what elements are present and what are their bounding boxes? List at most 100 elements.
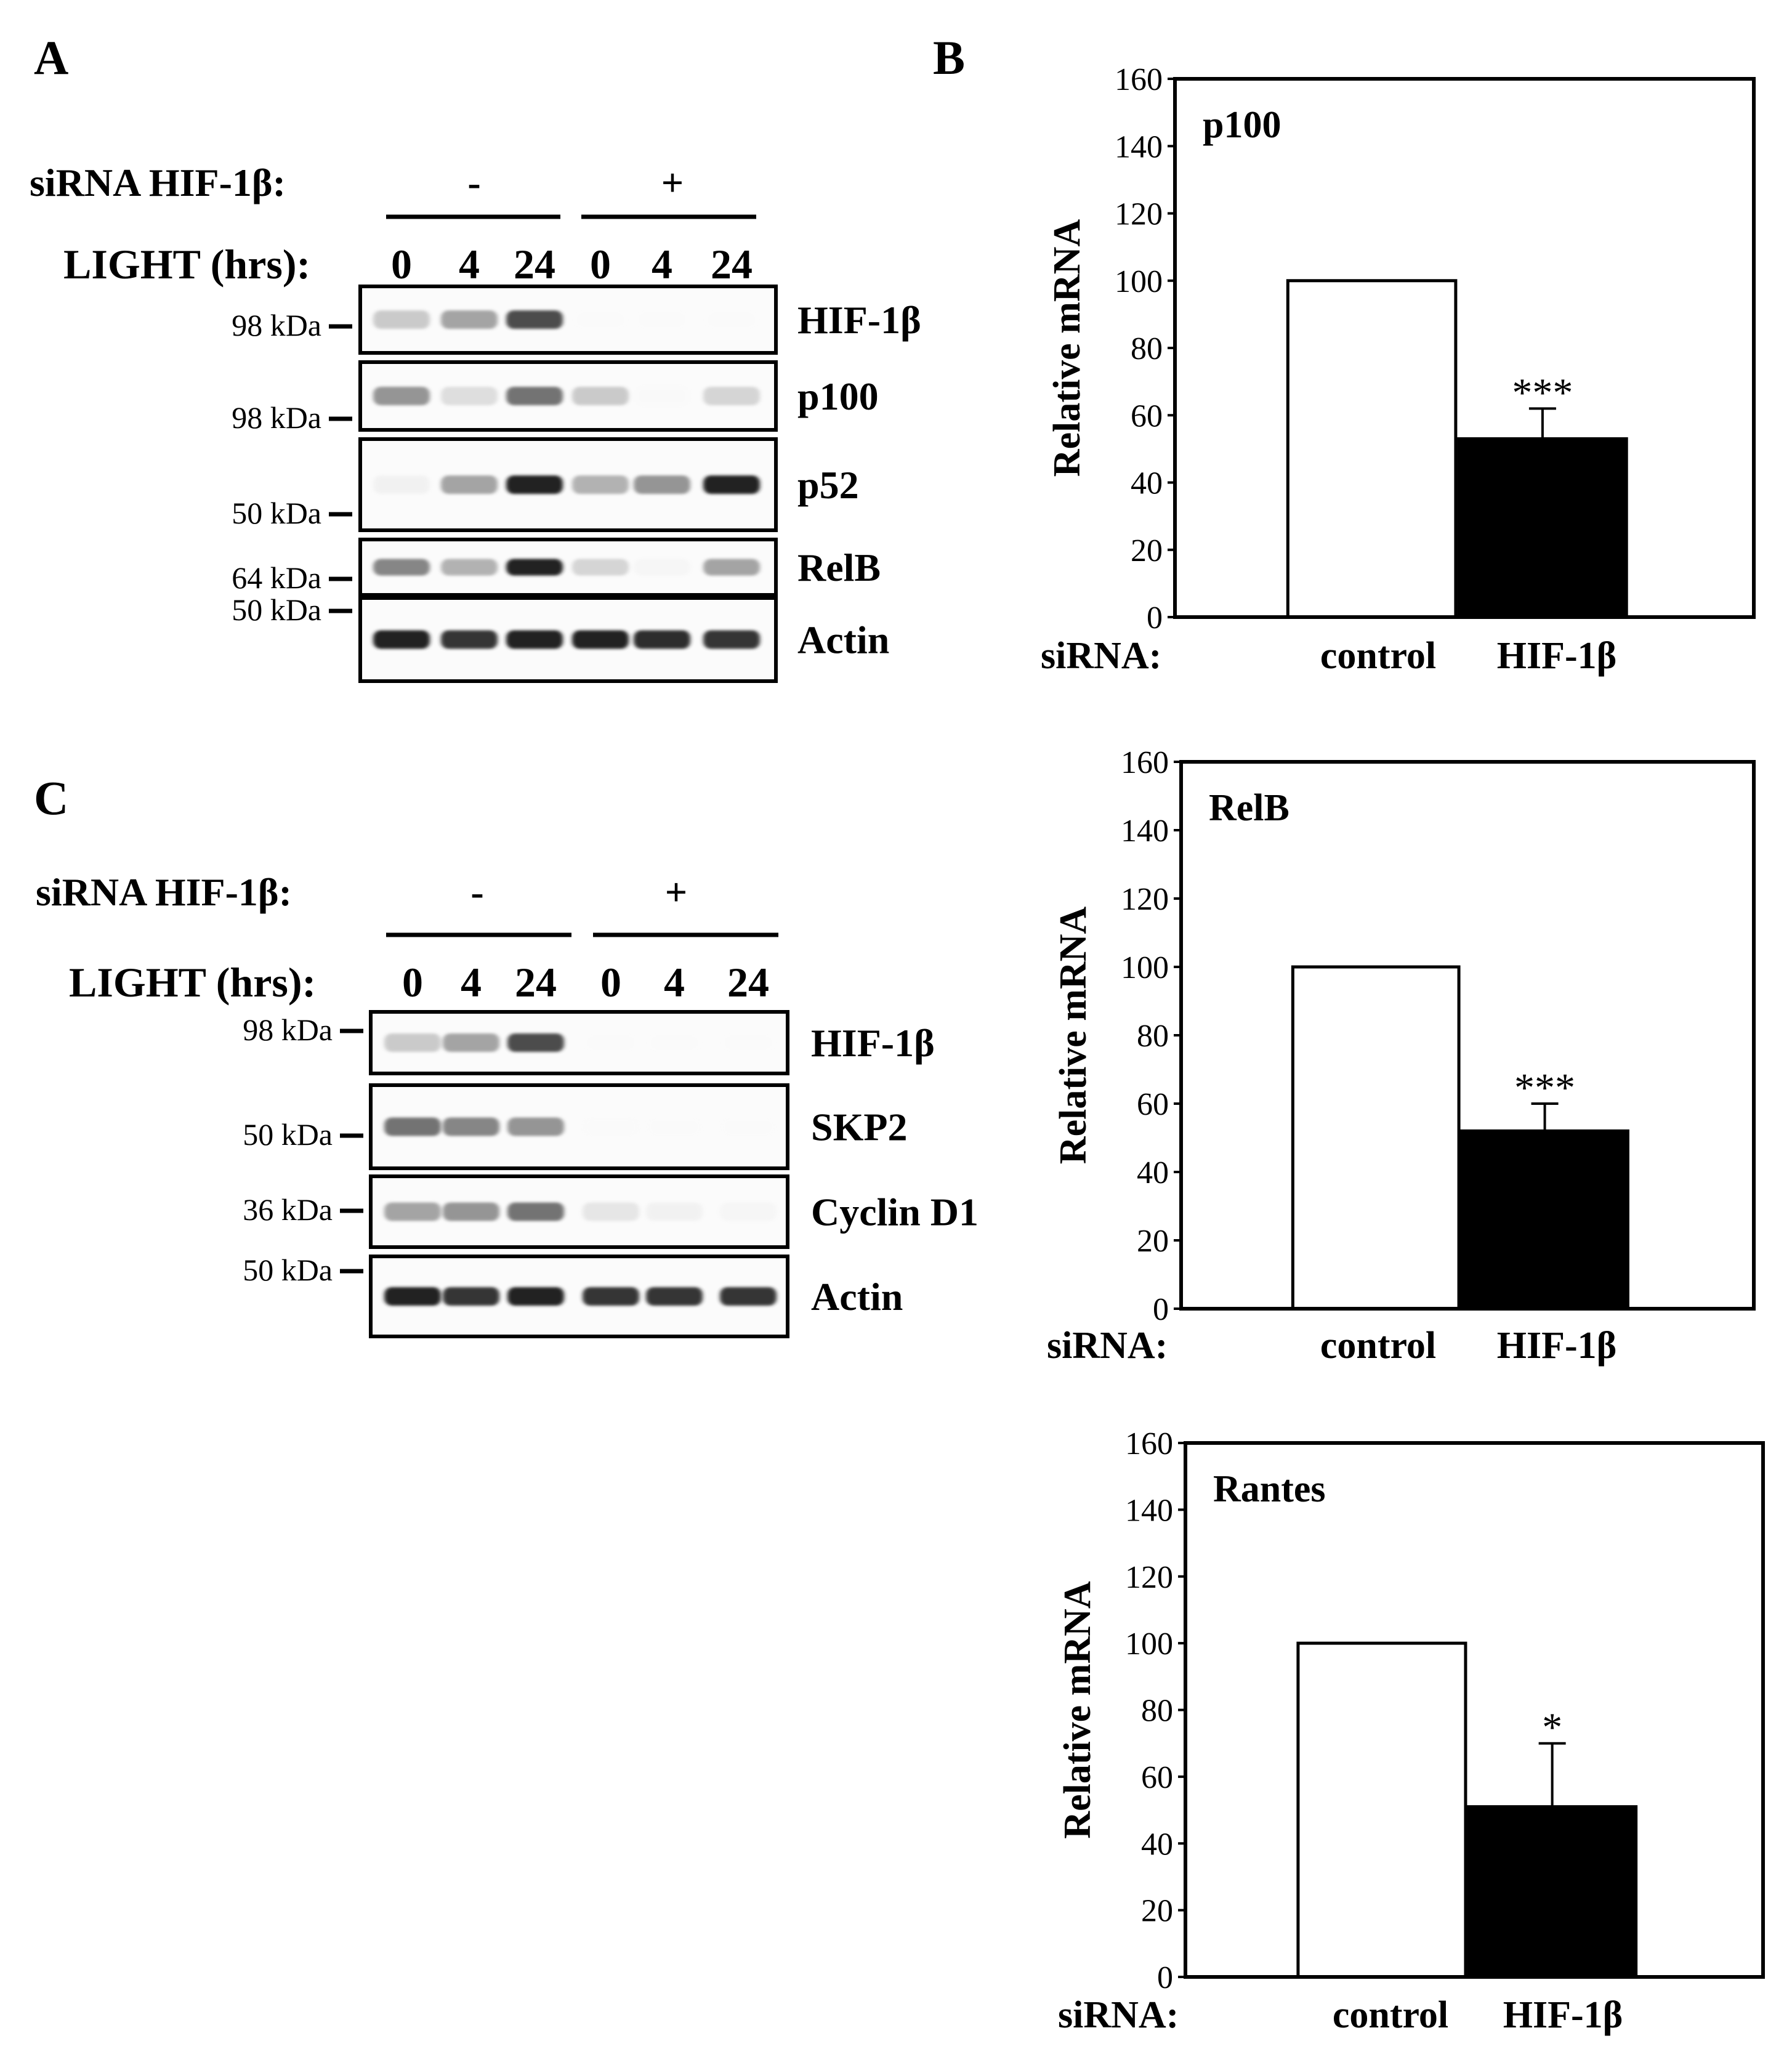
bar: [1457, 437, 1628, 619]
blot-band: [720, 1117, 777, 1136]
bar-chart: 0 20 40 60 80 100 120 140 160 Relative mRNA *** Rel…: [1047, 745, 1756, 1367]
mw-marker-label: 64 kDa: [232, 560, 321, 595]
blot-band: [634, 310, 690, 329]
bar-chart: 0 20 40 60 80 100 120 140 160 Relative mRNA *** p10…: [1041, 62, 1756, 677]
blot-row: p52 50 kDa: [232, 437, 859, 532]
timepoint-label: 4: [652, 241, 672, 288]
blot-band: [507, 1202, 564, 1221]
blot-band: [441, 475, 498, 494]
x-axis-prefix-label: siRNA:: [1058, 1994, 1179, 2036]
blot-band: [583, 1287, 639, 1306]
timepoint-label: 24: [711, 241, 753, 288]
blot-band: [384, 1287, 441, 1306]
blot-row: Cyclin D1 36 kDa: [243, 1174, 979, 1249]
y-tick-label: 20: [1131, 533, 1163, 568]
y-tick-label: 0: [1153, 1292, 1169, 1327]
blot-protein-label: Actin: [811, 1275, 903, 1319]
panel-b: B 0 20 40 60 80 100 120 140 160 Relative mRNA *** p…: [933, 31, 1765, 2036]
mw-marker-label: 98 kDa: [232, 308, 321, 342]
timepoint-row-a: 0 4 24 0 4 24: [391, 241, 753, 288]
category-label: control: [1320, 635, 1436, 677]
bar: [1467, 1805, 1638, 1979]
bar: [1296, 1641, 1467, 1979]
significance-marker: ***: [1514, 1065, 1575, 1110]
blot-band: [634, 387, 690, 405]
blot-row: Actin 50 kDa: [243, 1253, 903, 1338]
y-tick-label: 120: [1115, 197, 1163, 232]
panel-letter-b: B: [933, 31, 965, 84]
blot-band: [646, 1033, 703, 1052]
plot-frame: [1184, 1441, 1765, 1979]
blot-band: [443, 1033, 499, 1052]
mw-marker-label: 50 kDa: [232, 592, 321, 627]
y-tick-label: 80: [1137, 1019, 1169, 1054]
blot-band: [572, 310, 629, 329]
blot-band: [572, 475, 629, 494]
blot-band: [441, 310, 498, 329]
blots-c: HIF-1β 98 kDa SKP2 50 kDa Cyclin D1 36 kDa Act…: [243, 1010, 979, 1338]
chart-title: p100: [1203, 104, 1281, 146]
timepoint-label: 0: [402, 959, 423, 1006]
plot-frame: [1173, 77, 1756, 619]
blot-band: [384, 1117, 441, 1136]
blot-band: [373, 630, 430, 649]
category-label: HIF-1β: [1503, 1994, 1623, 2036]
blot-band: [443, 1287, 499, 1306]
blot-protein-label: HIF-1β: [811, 1021, 935, 1065]
blot-band: [373, 310, 430, 329]
blot-row: RelB 64 kDa: [232, 538, 881, 597]
blot-protein-label: Cyclin D1: [811, 1190, 979, 1234]
blot-band: [583, 1033, 639, 1052]
chart-title: RelB: [1209, 787, 1290, 829]
mw-marker-label: 50 kDa: [243, 1117, 333, 1152]
category-label: HIF-1β: [1497, 1325, 1617, 1367]
blot-row: Actin 50 kDa: [232, 592, 889, 683]
panel-c: C siRNA HIF-1β: - + LIGHT (hrs): 0 4 24 0 4 2…: [34, 771, 979, 1338]
blot-protein-label: p52: [797, 463, 859, 507]
y-axis-label: Relative mRNA: [1046, 219, 1088, 477]
blot-band: [506, 387, 563, 405]
sirna-sign-minus-c: -: [470, 870, 483, 914]
blot-band: [583, 1117, 639, 1136]
timepoint-row-c: 0 4 24 0 4 24: [402, 959, 769, 1006]
plot-frame: [1179, 760, 1756, 1311]
timepoint-label: 4: [461, 959, 482, 1006]
blot-row: p100 98 kDa: [232, 360, 879, 435]
y-tick-label: 160: [1115, 62, 1163, 97]
significance-marker: *: [1542, 1705, 1562, 1750]
sirna-label-a: siRNA HIF-1β:: [30, 161, 286, 204]
sirna-sign-minus-a: -: [467, 161, 480, 204]
timepoint-label: 4: [459, 241, 480, 288]
blot-band: [634, 475, 690, 494]
y-tick-label: 60: [1137, 1087, 1169, 1122]
timepoint-label: 0: [590, 241, 611, 288]
y-tick-label: 40: [1131, 466, 1163, 501]
blot-band: [703, 387, 760, 405]
y-tick-label: 0: [1157, 1960, 1173, 1995]
blot-protein-label: HIF-1β: [797, 298, 921, 342]
significance-marker: ***: [1512, 370, 1573, 415]
blot-band: [441, 630, 498, 649]
blot-band: [634, 559, 690, 576]
bar-charts: 0 20 40 60 80 100 120 140 160 Relative mRNA *** p10…: [1041, 62, 1765, 2036]
blot-band: [703, 630, 760, 649]
blots-a: HIF-1β 98 kDa p100 98 kDa p52 50 kDa RelB 64 kD…: [232, 285, 921, 683]
timepoint-label: 0: [600, 959, 621, 1006]
y-tick-label: 20: [1141, 1894, 1173, 1929]
y-tick-label: 160: [1121, 745, 1169, 780]
timepoint-label: 24: [514, 241, 555, 288]
category-label: control: [1333, 1994, 1448, 2036]
y-tick-label: 100: [1115, 264, 1163, 299]
y-tick-label: 140: [1115, 129, 1163, 164]
y-tick-label: 20: [1137, 1224, 1169, 1259]
y-tick-label: 60: [1141, 1760, 1173, 1795]
panel-letter-a: A: [34, 31, 68, 84]
blot-row: HIF-1β 98 kDa: [243, 1010, 935, 1075]
y-tick-label: 120: [1125, 1560, 1173, 1595]
mw-marker-label: 50 kDa: [232, 496, 321, 530]
bar: [1291, 965, 1461, 1311]
blot-band: [572, 630, 629, 649]
timepoint-label: 0: [391, 241, 412, 288]
blot-band: [634, 630, 690, 649]
timepoint-label: 4: [664, 959, 685, 1006]
